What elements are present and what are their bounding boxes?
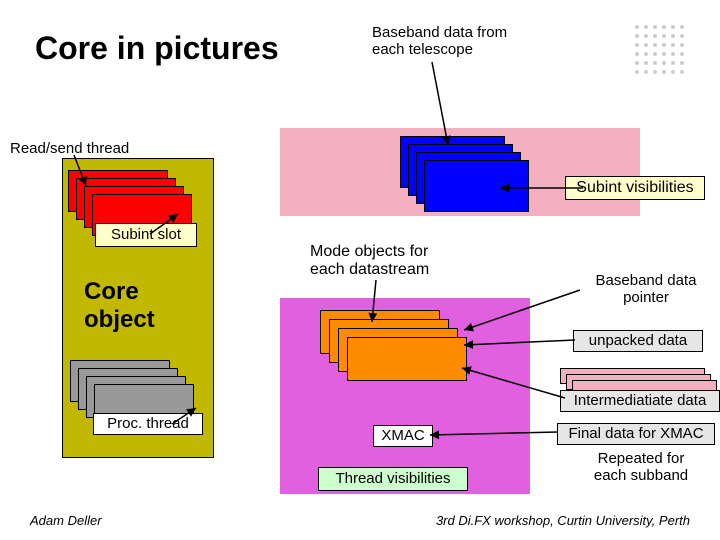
arrows-layer [0,0,720,540]
